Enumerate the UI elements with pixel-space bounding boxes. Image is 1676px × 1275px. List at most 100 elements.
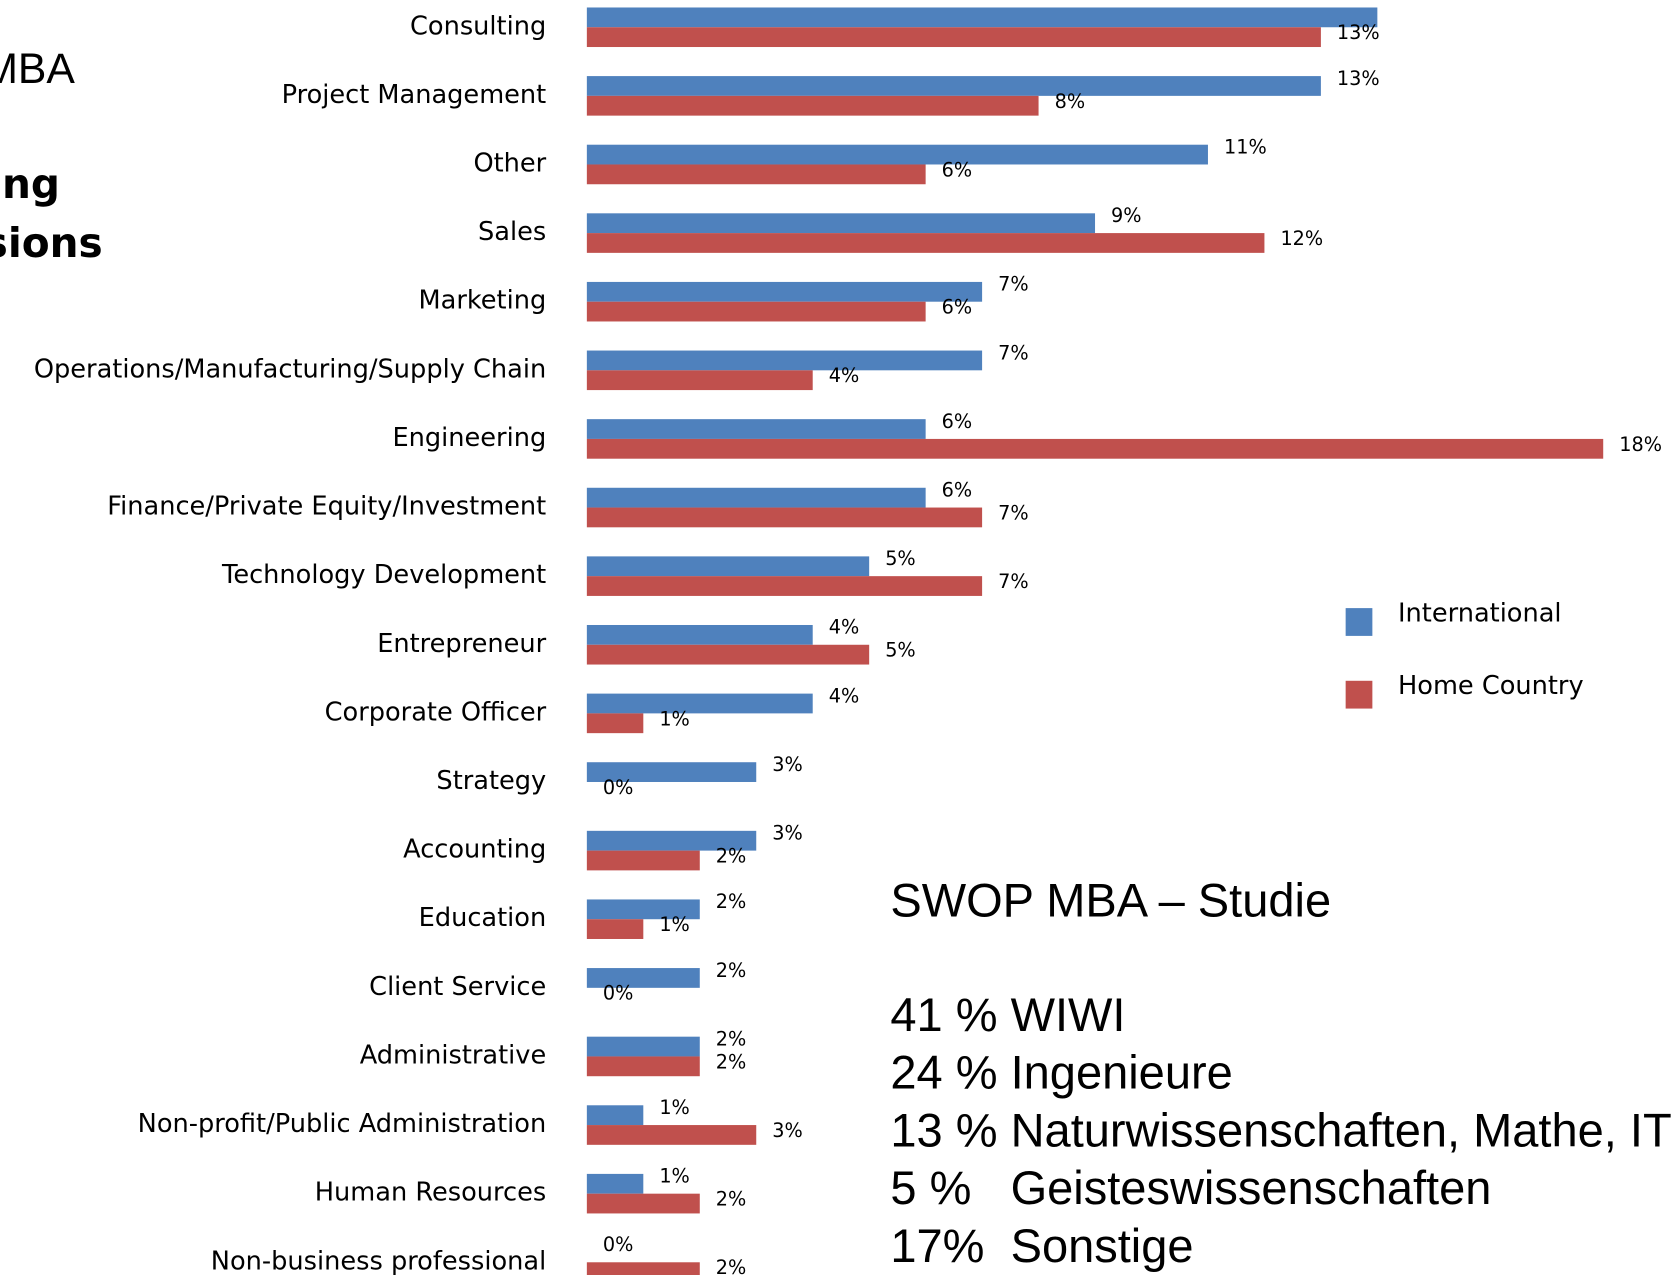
data-label: 5% [885,547,916,570]
study-line: 13 % Naturwissenschaften, Mathe, IT [890,1103,1671,1156]
bar [586,624,813,645]
bar [586,438,1604,459]
data-label: 2% [716,1050,747,1073]
data-label: 2% [716,1256,747,1275]
legend-label: Home Country [1398,671,1584,701]
data-label: 1% [659,913,690,936]
data-label: 3% [772,822,803,845]
data-label: 12% [1280,227,1323,250]
bar [586,301,926,322]
category-label: Education [419,903,547,933]
data-label: 7% [998,341,1029,364]
data-label: 4% [829,684,860,707]
bar [586,1056,700,1077]
category-label: Technology Development [221,560,546,590]
data-label: 1% [659,1096,690,1119]
category-label: Administrative [360,1040,547,1070]
bar [586,1262,700,1275]
bar [586,644,870,665]
category-label: Sales [478,217,546,247]
bar [586,693,813,714]
legend-swatch [1345,680,1373,709]
data-label: 5% [885,639,916,662]
bar [586,487,926,508]
study-line: 5 % Geisteswissenschaften [890,1161,1491,1214]
bar [586,830,757,851]
bar [586,350,983,371]
bar [586,281,983,302]
data-label: 0% [603,776,634,799]
bar [586,233,1265,253]
data-label: 11% [1224,135,1267,158]
data-label: 0% [603,982,634,1005]
category-label: Human Resources [315,1178,546,1208]
bar [586,1193,700,1214]
data-label: 1% [659,707,690,730]
data-label: 3% [772,753,803,776]
bar [586,899,700,920]
bar [586,370,813,391]
bar [586,576,983,596]
data-label: 6% [942,410,973,433]
data-label: 2% [716,1027,747,1050]
data-label: 4% [829,364,860,387]
category-label: Accounting [403,835,546,865]
category-label: Operations/Manufacturing/Supply Chain [34,354,546,384]
category-label: Finance/Private Equity/Investment [107,492,546,522]
data-label: 2% [716,1188,747,1211]
title-fragment: ing [0,160,60,208]
category-label: Engineering [392,423,546,453]
category-label: Strategy [436,766,546,796]
data-label: 13% [1337,21,1380,44]
category-label: Corporate Officer [325,697,547,727]
data-label: 6% [942,478,973,501]
study-line: 41 % WIWI [890,988,1125,1041]
data-label: 13% [1337,67,1380,90]
bar [586,1036,700,1057]
bar [586,968,700,988]
legend-label: International [1398,599,1562,629]
category-label: Other [473,148,546,178]
data-label: 2% [716,959,747,982]
category-label: Project Management [282,80,547,110]
category-label: Non-business professional [211,1246,546,1275]
bar [586,1125,757,1145]
legend-swatch [1345,608,1373,636]
bar [586,419,926,439]
category-label: Client Service [369,972,546,1002]
bar [586,76,1321,96]
bar [586,507,983,528]
bar [586,850,700,871]
bar [586,762,757,782]
bar [586,7,1378,28]
bar [586,919,644,939]
study-line: 24 % Ingenieure [890,1046,1232,1099]
category-label: Marketing [419,286,547,316]
bar [586,144,1208,165]
category-label: Non-profit/Public Administration [138,1109,547,1139]
bar [586,27,1321,48]
bar [586,713,644,734]
data-label: 9% [1111,204,1142,227]
data-label: 7% [998,501,1029,524]
bar [586,164,926,185]
category-label: Consulting [410,11,546,41]
title-fragment: MBA [0,45,75,93]
data-label: 7% [998,273,1029,296]
data-label: 7% [998,570,1029,593]
data-label: 6% [942,158,973,181]
bar [586,1105,644,1126]
bar [586,1173,644,1194]
data-label: 0% [603,1233,634,1256]
study-line: 17% Sonstige [890,1219,1193,1272]
bar [586,213,1096,234]
data-label: 1% [659,1165,690,1188]
data-label: 2% [716,845,747,868]
bar [586,95,1039,116]
data-label: 2% [716,890,747,913]
data-label: 3% [772,1119,803,1142]
data-label: 8% [1055,90,1086,113]
data-label: 6% [942,296,973,319]
